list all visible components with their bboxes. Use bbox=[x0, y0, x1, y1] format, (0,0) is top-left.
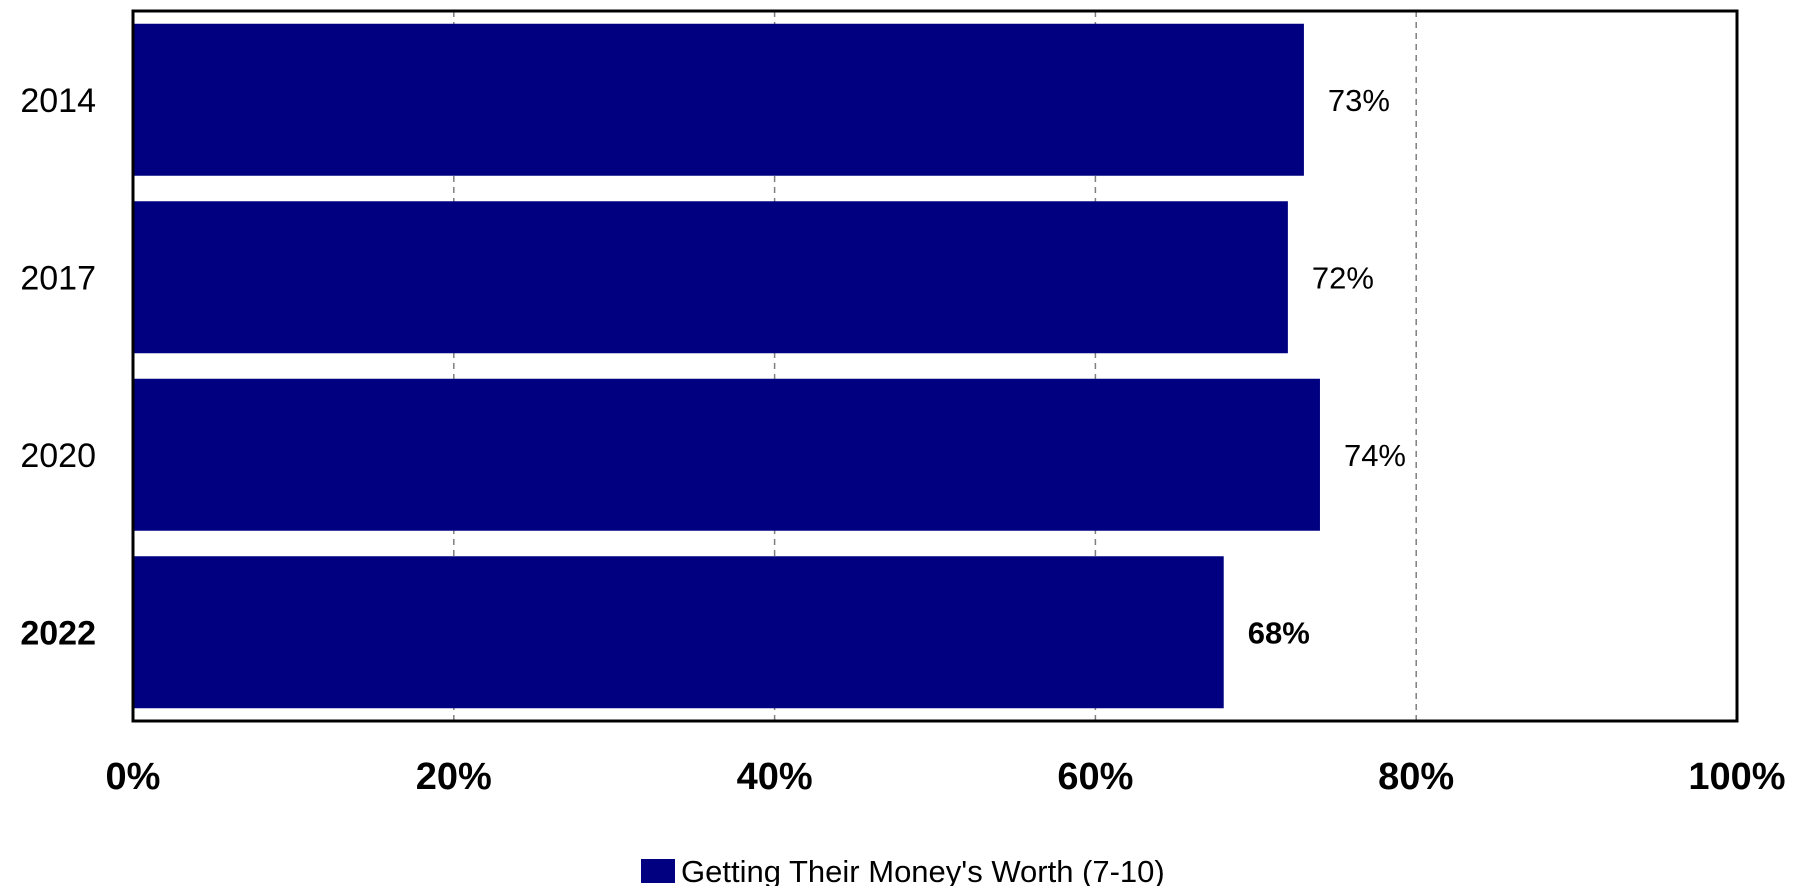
gridlines bbox=[453, 11, 1417, 721]
bars bbox=[133, 23, 1320, 709]
x-tick-label: 60% bbox=[1057, 756, 1133, 798]
plot-area-frame bbox=[131, 9, 1739, 723]
x-tick-label: 80% bbox=[1378, 756, 1454, 798]
legend: Getting Their Money's Worth (7-10) bbox=[641, 854, 1165, 886]
bar-2020 bbox=[133, 378, 1320, 531]
category-label-2014: 2014 bbox=[20, 82, 96, 120]
data-label-2022: 68% bbox=[1248, 615, 1310, 650]
category-label-2017: 2017 bbox=[20, 259, 96, 297]
bar-2022 bbox=[133, 556, 1224, 709]
x-tick-label: 20% bbox=[416, 756, 492, 798]
category-label-2020: 2020 bbox=[20, 437, 96, 475]
legend-label: Getting Their Money's Worth (7-10) bbox=[681, 854, 1165, 886]
legend-swatch bbox=[641, 859, 675, 883]
data-label-2020: 74% bbox=[1344, 438, 1406, 473]
bar-2014 bbox=[133, 23, 1304, 176]
x-axis-tick-labels: 0% 20% 40% 60% 80% 100% bbox=[106, 756, 1786, 798]
category-labels: 2014 2017 2020 2022 bbox=[20, 82, 96, 653]
category-label-2022: 2022 bbox=[20, 614, 96, 652]
data-label-2014: 73% bbox=[1328, 83, 1390, 118]
x-tick-label: 0% bbox=[106, 756, 161, 798]
data-label-2017: 72% bbox=[1312, 260, 1374, 295]
x-tick-label: 40% bbox=[737, 756, 813, 798]
bar-2017 bbox=[133, 201, 1288, 354]
data-labels: 73% 72% 74% 68% bbox=[1248, 83, 1406, 651]
x-tick-label: 100% bbox=[1688, 756, 1785, 798]
